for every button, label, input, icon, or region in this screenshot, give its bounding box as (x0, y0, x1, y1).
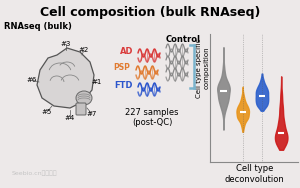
Text: #5: #5 (42, 109, 52, 115)
Ellipse shape (76, 91, 92, 105)
Text: #2: #2 (79, 47, 89, 53)
X-axis label: Cell type
deconvolution: Cell type deconvolution (224, 164, 284, 184)
Text: 227 samples
(post-QC): 227 samples (post-QC) (125, 108, 179, 127)
Text: #4: #4 (65, 115, 75, 121)
Text: #6: #6 (27, 77, 37, 83)
Text: RNAseq (bulk): RNAseq (bulk) (4, 22, 72, 31)
Text: FTD: FTD (115, 82, 133, 90)
Text: #3: #3 (61, 41, 71, 47)
Text: #7: #7 (87, 111, 97, 117)
Text: Seebio.cn西宝生物: Seebio.cn西宝生物 (12, 170, 58, 176)
Text: Cell composition (bulk RNAseq): Cell composition (bulk RNAseq) (40, 6, 260, 19)
Text: Cell type specific
composition: Cell type specific composition (196, 38, 209, 98)
Text: #1: #1 (92, 79, 102, 85)
Text: AD: AD (119, 46, 133, 55)
FancyBboxPatch shape (76, 103, 86, 115)
Text: PSP: PSP (113, 64, 130, 73)
PathPatch shape (37, 48, 94, 108)
Text: Control: Control (166, 36, 201, 45)
